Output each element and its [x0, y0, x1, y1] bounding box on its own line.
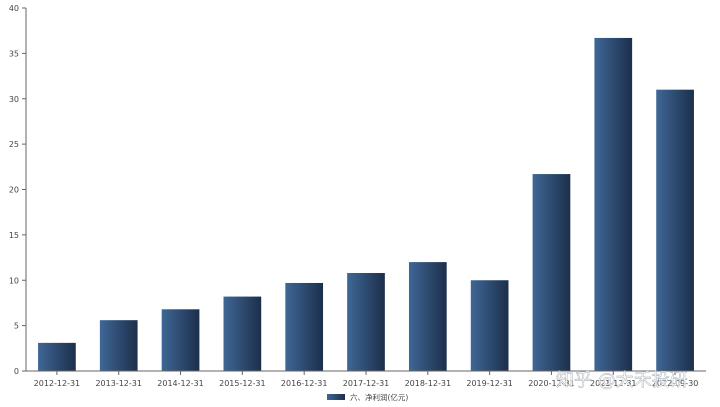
legend-label: 六、净利润(亿元): [350, 392, 408, 402]
x-tick-label: 2012-12-31: [34, 379, 81, 388]
legend-swatch: [327, 394, 345, 400]
legend: 六、净利润(亿元): [327, 392, 408, 402]
bar: [470, 280, 509, 371]
x-tick-label: 2015-12-31: [219, 379, 266, 388]
x-tick-label: 2019-12-31: [466, 379, 513, 388]
x-tick-label: 2014-12-31: [157, 379, 204, 388]
y-tick-label: 35: [9, 49, 19, 58]
y-tick-label: 15: [9, 231, 19, 240]
y-tick-label: 30: [9, 95, 19, 104]
x-tick-label: 2018-12-31: [405, 379, 452, 388]
x-tick-label: 2017-12-31: [343, 379, 390, 388]
watermark: 知乎 @大禾投研: [556, 370, 688, 391]
x-tick-label: 2021-12-31: [590, 379, 637, 388]
y-tick-label: 0: [14, 367, 19, 376]
bar: [594, 37, 633, 371]
x-tick-label: 2020-12-31: [528, 379, 575, 388]
bar: [347, 272, 385, 371]
bars: [38, 37, 694, 372]
bar: [161, 309, 200, 371]
bar: [223, 296, 262, 371]
y-axis: 0 5 10 15 20 25 30 35 40: [9, 4, 27, 376]
x-tick-label: 2022-09-30: [652, 379, 699, 388]
bar: [408, 262, 447, 371]
bar: [38, 342, 76, 371]
y-tick-label: 40: [9, 4, 19, 13]
y-tick-label: 10: [9, 276, 19, 285]
y-tick-label: 25: [9, 140, 19, 149]
bar: [656, 89, 694, 372]
x-tick-label: 2016-12-31: [281, 379, 328, 388]
bar: [99, 320, 138, 371]
bar: [285, 282, 324, 371]
x-tick-label: 2013-12-31: [95, 379, 142, 388]
y-tick-label: 20: [9, 186, 19, 195]
y-tick-label: 5: [14, 322, 19, 331]
bar: [532, 174, 571, 371]
x-axis: 2012-12-31 2013-12-31 2014-12-31 2015-12-31…: [26, 370, 706, 388]
